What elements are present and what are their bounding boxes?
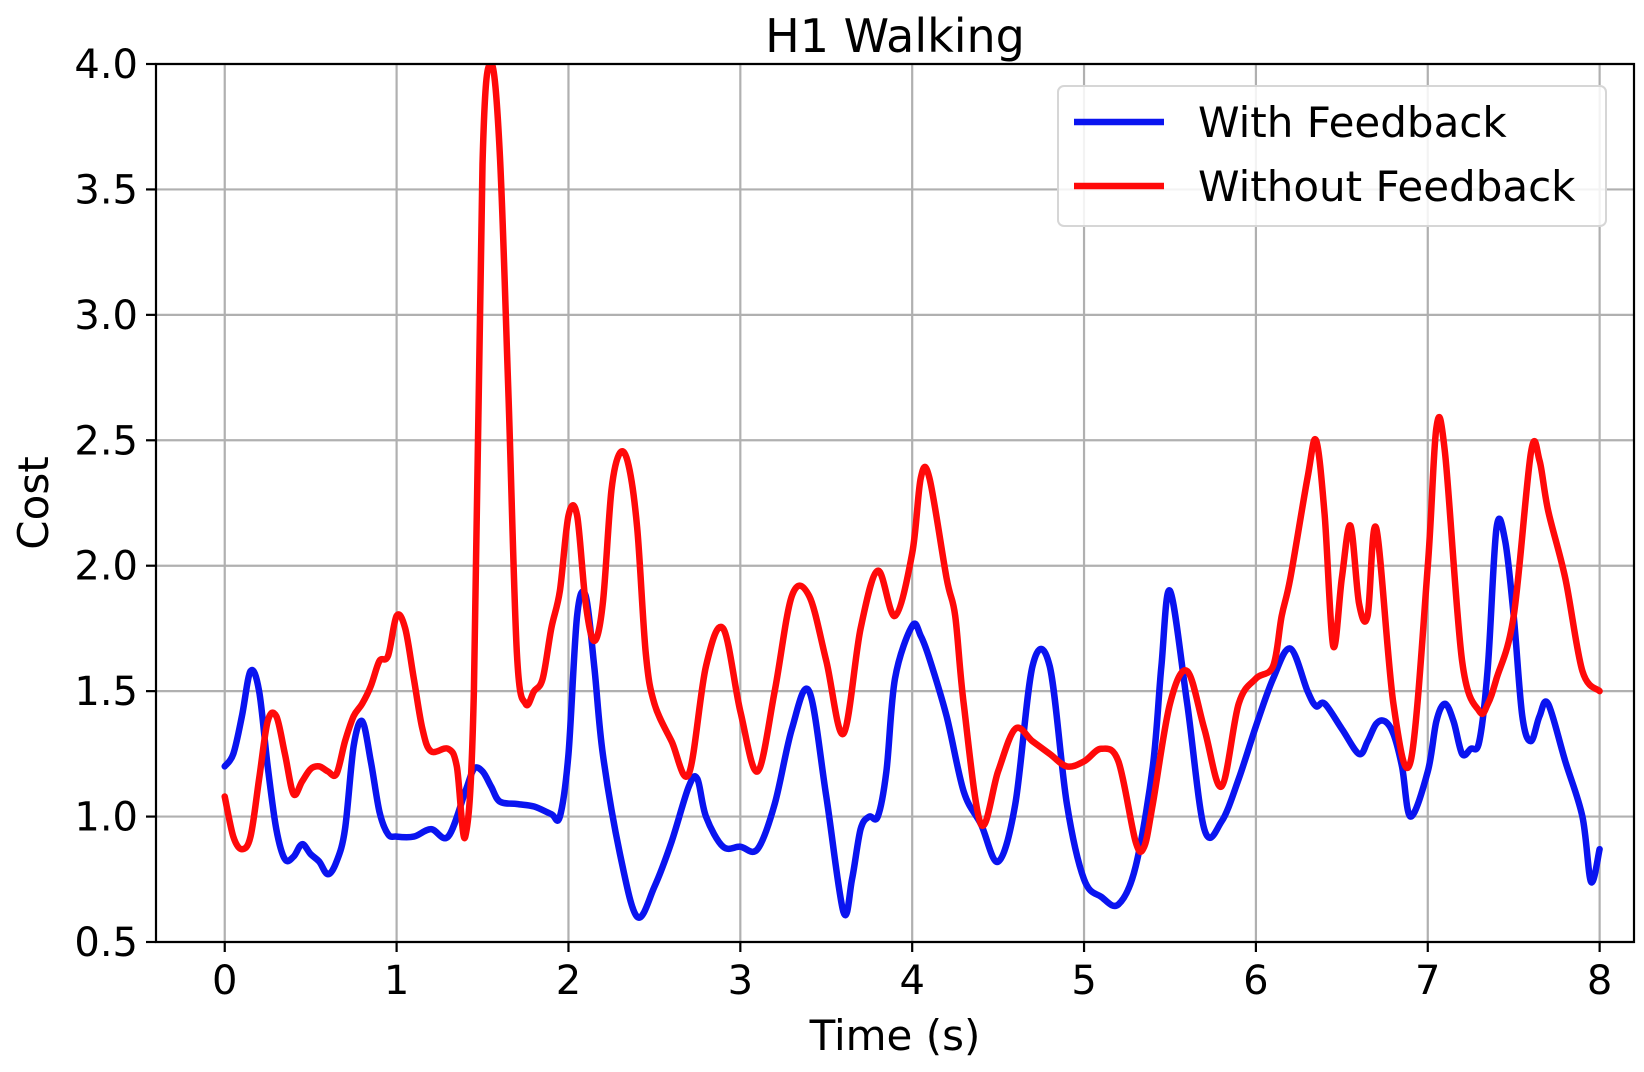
y-tick-label: 1.5 [74, 669, 138, 715]
y-tick-label: 3.5 [74, 167, 138, 213]
y-tick-label: 4.0 [74, 42, 138, 88]
chart-title: H1 Walking [765, 9, 1025, 63]
x-tick-label: 4 [899, 958, 924, 1004]
x-tick-label: 1 [384, 958, 409, 1004]
x-tick-label: 6 [1243, 958, 1268, 1004]
x-tick-label: 0 [212, 958, 237, 1004]
x-tick-label: 2 [556, 958, 581, 1004]
y-tick-label: 3.0 [74, 293, 138, 339]
y-tick-label: 0.5 [74, 920, 138, 966]
legend-label-without-feedback: Without Feedback [1198, 162, 1576, 211]
plot-series [221, 64, 1603, 921]
x-tick-label: 7 [1415, 958, 1440, 1004]
x-tick-label: 8 [1587, 958, 1612, 1004]
y-tick-label: 2.5 [74, 418, 138, 464]
series-line-with-feedback [221, 515, 1603, 921]
x-tick-label: 5 [1071, 958, 1096, 1004]
plot-frame [154, 62, 1636, 944]
series-line-without-feedback [221, 64, 1603, 856]
x-axis-label: Time (s) [809, 1011, 981, 1060]
axis-ticks: 0 1 2 3 4 5 6 7 8 0.5 1.0 1.5 2.0 2.5 3.0 3.5 4.0 [74, 42, 1612, 1004]
legend-label-with-feedback: With Feedback [1198, 98, 1507, 147]
x-tick-label: 3 [728, 958, 753, 1004]
legend-frame [1057, 85, 1607, 227]
y-tick-label: 1.0 [74, 795, 138, 841]
legend: With Feedback Without Feedback [1057, 85, 1607, 227]
y-tick-label: 2.0 [74, 544, 138, 590]
y-axis-label: Cost [9, 456, 58, 549]
